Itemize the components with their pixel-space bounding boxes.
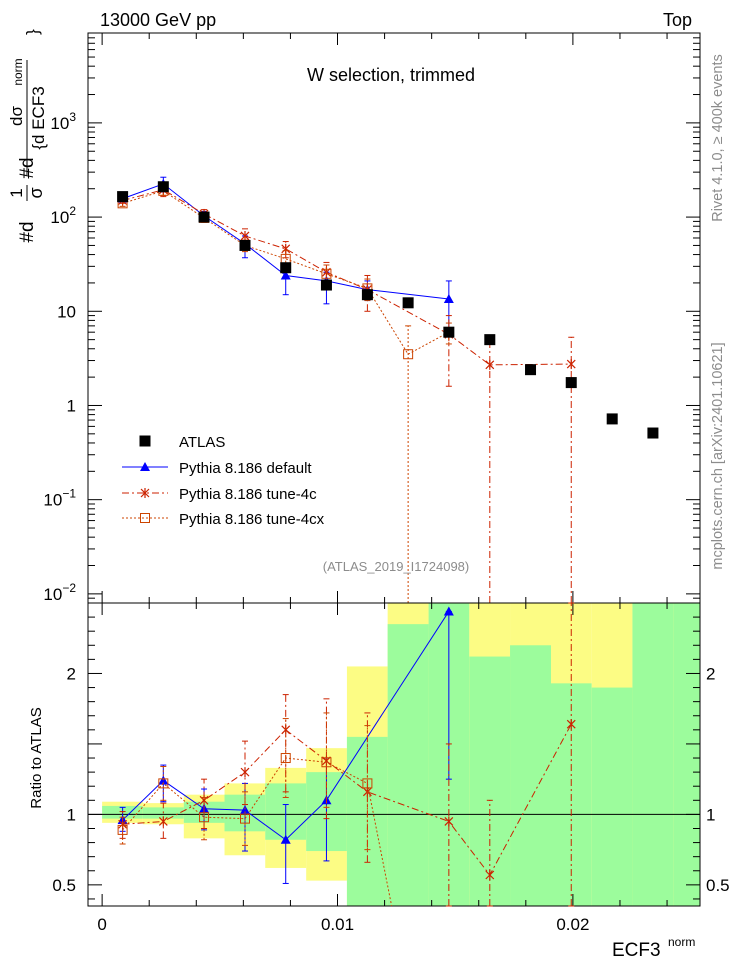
ratio-y-axis-label: Ratio to ATLAS xyxy=(28,707,45,808)
svg-text:1: 1 xyxy=(7,188,26,197)
uncertainty-band-inner xyxy=(510,645,552,906)
data-point xyxy=(525,364,537,376)
ratio-frame xyxy=(87,602,701,907)
analysis-label: (ATLAS_2019_I1724098) xyxy=(323,559,469,574)
x-tick-label: 0 xyxy=(97,915,106,934)
ratio-line-tune-4cx-drop xyxy=(366,783,393,907)
series-pythia-8-186-tune-4c xyxy=(118,182,576,603)
y-tick-label: 10−1 xyxy=(43,487,76,510)
legend-entry-atlas: ATLAS xyxy=(139,434,225,451)
x-tick-label: 0.02 xyxy=(556,915,589,934)
data-point xyxy=(280,270,291,280)
ratio-point xyxy=(321,757,332,768)
uncertainty-band-inner xyxy=(387,624,429,906)
svg-text:dσ: dσ xyxy=(7,106,26,126)
legend-marker xyxy=(139,435,151,447)
data-point xyxy=(402,297,414,309)
ratio-y-tick-label-right: 1 xyxy=(706,805,715,824)
series-line xyxy=(122,189,572,366)
mcplots-label: mcplots.cern.ch [arXiv:2401.10621] xyxy=(710,342,726,569)
data-point xyxy=(117,191,129,203)
legend-label: ATLAS xyxy=(179,434,225,451)
svg-text:#d: #d xyxy=(17,221,38,242)
ratio-point xyxy=(280,753,291,764)
data-point xyxy=(443,326,455,338)
ratio-y-tick-label: 2 xyxy=(67,664,76,683)
data-point xyxy=(443,294,454,304)
ratio-point xyxy=(485,869,495,880)
y-tick-label: 10 xyxy=(57,302,76,321)
ratio-y-tick-label: 1 xyxy=(67,805,76,824)
data-point xyxy=(485,359,495,370)
ratio-point xyxy=(443,606,454,616)
legend-label: Pythia 8.186 tune-4cx xyxy=(179,511,325,528)
ratio-point xyxy=(362,778,373,789)
uncertainty-band-inner xyxy=(632,603,674,906)
uncertainty-band-inner xyxy=(591,687,633,906)
y-tick-label: 102 xyxy=(50,204,76,227)
ratio-point xyxy=(240,813,251,824)
data-point xyxy=(484,334,496,346)
ratio-line xyxy=(122,723,572,876)
svg-text:σ: σ xyxy=(26,187,46,198)
x-axis-label-superscript: norm xyxy=(668,935,695,949)
ratio-point xyxy=(444,816,454,827)
legend-entry-pythia-8-186-default: Pythia 8.186 default xyxy=(122,460,312,477)
data-point xyxy=(361,289,373,301)
legend: ATLAS Pythia 8.186 default Pythia 8.186 tu… xyxy=(122,434,325,528)
data-point xyxy=(320,279,332,291)
data-point xyxy=(240,230,250,241)
legend-label: Pythia 8.186 tune-4c xyxy=(179,486,317,503)
series-atlas xyxy=(117,181,659,439)
ratio-point xyxy=(240,805,251,815)
data-point xyxy=(198,211,210,223)
main-panel: 10−2 10−1 1 10 102 103 xyxy=(43,32,701,604)
ratio-point xyxy=(566,719,576,730)
legend-label: Pythia 8.186 default xyxy=(179,460,312,477)
data-point xyxy=(566,359,576,370)
y-tick-label: 1 xyxy=(67,396,76,415)
ratio-y-tick-label: 0.5 xyxy=(52,876,76,895)
ratio-point xyxy=(117,824,128,835)
header-right-label: Top xyxy=(663,10,692,30)
ratio-point xyxy=(158,816,168,827)
series-line xyxy=(122,183,449,300)
ratio-point xyxy=(240,767,250,778)
legend-entry-pythia-8-186-tune-4cx: Pythia 8.186 tune-4cx xyxy=(122,511,325,528)
ratio-point xyxy=(199,812,210,823)
svg-text:{d ECF3: {d ECF3 xyxy=(29,86,48,149)
data-point xyxy=(239,239,251,251)
x-tick-label: 0.01 xyxy=(321,915,354,934)
data-point xyxy=(647,427,659,439)
svg-text:norm: norm xyxy=(11,58,25,85)
header-left-label: 13000 GeV pp xyxy=(100,10,216,30)
data-point xyxy=(403,349,414,360)
legend-marker xyxy=(140,462,150,471)
ratio-point xyxy=(158,778,169,789)
main-y-axis-label: #d 1 σ #d dσ {d ECF3 norm } xyxy=(7,29,48,243)
plot-title: W selection, trimmed xyxy=(307,65,475,85)
svg-text:}: } xyxy=(23,29,42,35)
data-point xyxy=(280,262,292,274)
legend-entry-pythia-8-186-tune-4c: Pythia 8.186 tune-4c xyxy=(122,486,317,503)
ratio-panel: 0 0.01 0.02 0.5 0.5 1 1 2 2 xyxy=(52,602,730,934)
ratio-y-tick-label-right: 0.5 xyxy=(706,876,730,895)
data-point xyxy=(321,268,332,279)
uncertainty-band-inner xyxy=(469,656,511,906)
rivet-version-label: Rivet 4.1.0, ≥ 400k events xyxy=(710,54,726,222)
x-axis-label: ECF3 xyxy=(612,940,661,961)
legend-marker xyxy=(140,488,150,498)
data-point xyxy=(157,181,169,193)
data-point xyxy=(565,377,577,389)
data-point xyxy=(281,243,291,254)
ratio-y-tick-label-right: 2 xyxy=(706,664,715,683)
ratio-series-pythia-8-186-tune-4cx xyxy=(117,712,373,851)
ratio-point xyxy=(280,834,291,844)
y-tick-label: 103 xyxy=(50,110,76,133)
data-point xyxy=(606,413,618,425)
uncertainty-band-inner xyxy=(673,603,700,906)
y-tick-label: 10−2 xyxy=(43,581,76,604)
legend-marker xyxy=(140,513,150,523)
